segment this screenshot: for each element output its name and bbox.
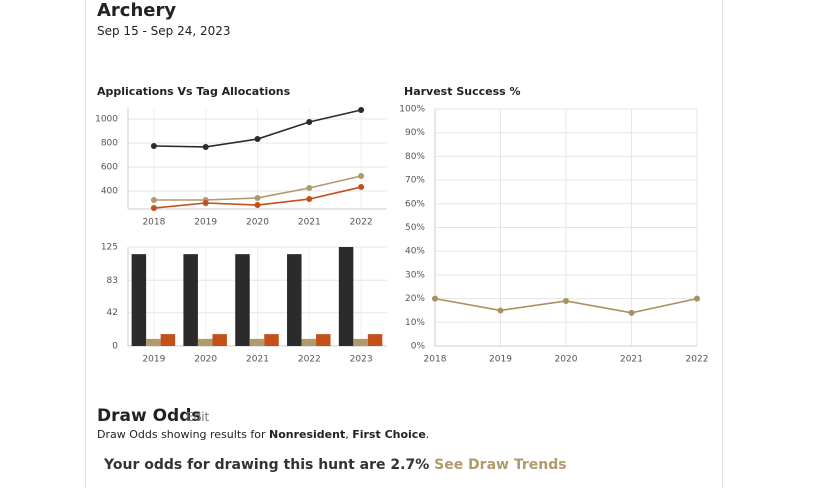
section-title: Draw Odds [97, 406, 202, 426]
point [306, 119, 313, 125]
point [202, 200, 209, 206]
bar [264, 334, 279, 346]
point [306, 185, 313, 191]
trends-link[interactable]: See Draw Trends [434, 457, 567, 473]
point [358, 184, 365, 191]
x-tick-label: 2019 [489, 355, 512, 365]
bar [367, 334, 383, 346]
y-tick-label: 100% [399, 105, 425, 115]
y-tick-label: 30% [405, 270, 425, 280]
text: , [345, 428, 353, 441]
bar [131, 254, 147, 346]
point [358, 173, 365, 179]
point [202, 143, 209, 150]
y-tick-label: 50% [405, 223, 425, 233]
y-tick-label: 60% [405, 199, 425, 209]
point [358, 107, 365, 113]
y-tick-label: 800 [101, 139, 118, 149]
point [150, 197, 157, 203]
bar [160, 334, 176, 346]
bar [316, 334, 331, 346]
results-line: Draw Odds showing results for Nonresiden… [97, 428, 429, 441]
bar [146, 338, 161, 346]
x-tick-label: 2018 [142, 218, 165, 228]
text: Your odds for drawing this hunt are [104, 457, 391, 473]
text: . [425, 428, 430, 441]
bar [301, 338, 317, 346]
point [254, 202, 261, 209]
edit-link[interactable]: Edit [186, 410, 210, 424]
x-tick-label: 2021 [620, 355, 643, 365]
bar [212, 334, 227, 346]
point [694, 295, 700, 302]
bar [235, 254, 250, 346]
bar [197, 338, 213, 346]
x-tick-label: 2023 [350, 355, 373, 365]
text: Draw Odds showing results for [97, 428, 269, 441]
x-tick-label: 2019 [142, 355, 165, 365]
point [432, 295, 438, 302]
x-tick-label: 2020 [246, 218, 269, 228]
y-tick-label: 20% [405, 294, 425, 304]
point [563, 297, 569, 304]
point [150, 205, 157, 212]
x-tick-label: 2020 [194, 355, 217, 365]
x-tick-label: 2022 [686, 355, 709, 365]
y-tick-label: 125 [101, 243, 118, 253]
x-tick-label: 2021 [246, 355, 269, 365]
odds-line: Your odds for drawing this hunt are 2.7%… [104, 457, 567, 473]
point [254, 194, 261, 201]
charts: Applications Vs Tag Allocations 400 600 800… [95, 85, 709, 365]
chart-title: Applications Vs Tag Allocations [97, 85, 291, 98]
bar [338, 247, 354, 346]
hunt-title: Archery [97, 0, 177, 21]
y-tick-label: 600 [101, 163, 118, 173]
y-tick-label: 42 [107, 308, 118, 318]
residency: Nonresident [268, 428, 346, 441]
choice: First Choice [352, 428, 426, 441]
x-tick-label: 2019 [194, 218, 217, 228]
x-tick-label: 2022 [298, 355, 321, 365]
x-tick-label: 2018 [424, 355, 447, 365]
bar [249, 338, 265, 346]
y-tick-label: 10% [405, 318, 425, 328]
y-tick-label: 0% [411, 342, 426, 352]
odds-value: 2.7% [390, 457, 430, 473]
y-tick-label: 400 [101, 187, 118, 197]
bar [353, 338, 368, 346]
hunt-dates: Sep 15 - Sep 24, 2023 [97, 24, 231, 38]
page: Archery Sep 15 - Sep 24, 2023 Applicatio… [85, 0, 723, 488]
y-tick-label: 0 [112, 342, 118, 352]
bar [183, 254, 198, 346]
y-tick-label: 1000 [95, 115, 118, 125]
card [85, 0, 723, 488]
chart-title: Harvest Success % [404, 85, 521, 98]
x-tick-label: 2021 [298, 218, 321, 228]
x-tick-label: 2020 [555, 355, 578, 365]
point [497, 307, 504, 314]
point [254, 136, 261, 143]
y-tick-label: 70% [405, 176, 425, 186]
bar [287, 254, 302, 346]
y-tick-label: 80% [405, 152, 425, 162]
x-tick-label: 2022 [350, 218, 373, 228]
y-tick-label: 90% [405, 128, 425, 138]
point [628, 309, 635, 316]
y-tick-label: 40% [405, 247, 425, 257]
y-tick-label: 83 [107, 276, 118, 286]
point [150, 143, 157, 149]
point [306, 196, 313, 203]
